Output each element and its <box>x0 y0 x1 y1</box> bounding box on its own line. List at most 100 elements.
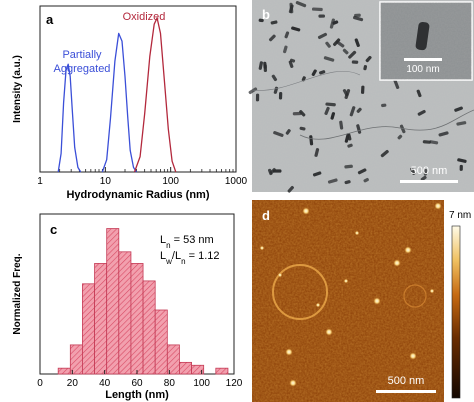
panel-d-texture <box>252 200 444 402</box>
panel-b-film-edge <box>299 109 474 140</box>
nanorod <box>393 78 400 89</box>
panel-b-scalebar <box>400 180 458 183</box>
nanorod <box>360 85 365 94</box>
nanorod <box>318 14 325 18</box>
nanorod <box>354 38 360 48</box>
panel-d-letter: d <box>262 208 270 223</box>
afm-particle <box>404 246 412 254</box>
histogram-bar <box>215 367 229 375</box>
stat-ln: Ln = 53 nm <box>160 234 214 250</box>
afm-particle <box>393 259 401 267</box>
annotation-oxidized: Oxidized <box>123 11 166 23</box>
afm-particle <box>325 328 333 336</box>
panel-d-afm-image: d 500 nm 7 nm <box>252 200 471 402</box>
nanorod <box>312 171 322 177</box>
panel-a-dls-plot: a Intensity (a.u.) Hydrodynamic Radius (… <box>12 5 248 201</box>
panel-d-colorbar-max: 7 nm <box>449 210 471 221</box>
histogram-bar <box>166 344 180 375</box>
nanorod <box>348 50 357 59</box>
nanorod <box>344 164 353 169</box>
nanorod <box>347 143 353 148</box>
nanorod <box>454 106 463 112</box>
nanorod <box>329 18 335 29</box>
nanorod <box>287 185 294 193</box>
nanorod <box>324 106 330 115</box>
nanorod <box>309 135 314 146</box>
panel-b-inset-scalebar <box>404 58 442 61</box>
nanorod <box>268 34 276 42</box>
nanorod <box>423 169 428 176</box>
nanorod <box>363 65 368 71</box>
nanorod <box>325 41 331 48</box>
nanorod <box>273 131 284 137</box>
nanorod <box>269 167 276 175</box>
nanorod <box>270 20 278 25</box>
nanorod <box>351 60 359 64</box>
nanorod <box>299 110 306 117</box>
histogram-bar <box>142 280 156 375</box>
panel-b-inset-rod <box>415 21 430 51</box>
panel-a-series-line-1 <box>57 63 82 173</box>
histogram-bar <box>179 361 192 375</box>
panel-b-nanorods <box>248 1 467 193</box>
nanorod <box>263 61 267 69</box>
panel-a-tick-label: 10 <box>100 176 112 187</box>
panel-c-tick-label: 0 <box>37 378 43 389</box>
nanorod <box>357 168 367 175</box>
nanorod <box>363 177 369 183</box>
nanorod <box>327 178 338 184</box>
stat-lw-ln: Lw/Ln = 1.12 <box>160 250 220 266</box>
nanorod <box>332 20 339 25</box>
annotation-aggregated: Aggregated <box>54 63 111 75</box>
panel-c-bars <box>57 228 229 375</box>
nanorod <box>399 124 406 134</box>
panel-a-tick-label: 1 <box>37 176 43 187</box>
nanorod <box>330 112 336 120</box>
nanorod <box>311 69 317 77</box>
nanorod <box>317 32 328 40</box>
nanorod <box>323 56 335 62</box>
nanorod <box>278 92 283 100</box>
nanorod <box>344 89 351 100</box>
nanorod <box>353 15 364 22</box>
nanorod <box>354 13 361 18</box>
histogram-bar <box>118 251 132 375</box>
panel-c-tick-label: 60 <box>131 378 143 389</box>
panel-b-scale-label: 500 nm <box>411 165 448 177</box>
histogram-bar <box>57 367 71 375</box>
afm-particle <box>315 302 321 308</box>
histogram-bar <box>191 364 205 375</box>
panel-a-tick-label: 100 <box>162 176 179 187</box>
nanorod <box>344 180 351 185</box>
afm-particle <box>259 245 265 251</box>
nanorod <box>417 109 426 116</box>
afm-particle <box>289 379 297 387</box>
panel-c-xlabel: Length (nm) <box>105 389 169 401</box>
nanorod <box>258 61 263 70</box>
nanorod <box>356 124 362 134</box>
panel-a-xlabel: Hydrodynamic Radius (nm) <box>66 189 209 201</box>
nanorod <box>299 126 306 131</box>
nanorod <box>283 45 288 54</box>
histogram-bar <box>154 309 168 375</box>
annotation-partially: Partially <box>62 49 102 61</box>
nanorod <box>342 48 349 55</box>
afm-particle <box>434 202 442 210</box>
histogram-bar <box>130 263 144 375</box>
nanorod <box>339 120 344 130</box>
panel-c-tick-label: 120 <box>226 378 243 389</box>
nanorod <box>356 107 362 113</box>
panel-b-tem-image: 100 nm b 500 nm <box>248 0 474 193</box>
nanorod <box>429 140 439 145</box>
nanorod <box>255 93 260 102</box>
nanorod <box>292 111 302 116</box>
panel-c-tick-label: 80 <box>164 378 176 389</box>
nanorod <box>420 175 427 182</box>
panel-d-ring-small <box>403 284 427 308</box>
nanorod <box>380 149 389 158</box>
nanorod <box>438 131 449 137</box>
afm-particle <box>429 288 435 294</box>
panel-a-frame <box>39 5 237 173</box>
afm-particle <box>354 230 360 236</box>
